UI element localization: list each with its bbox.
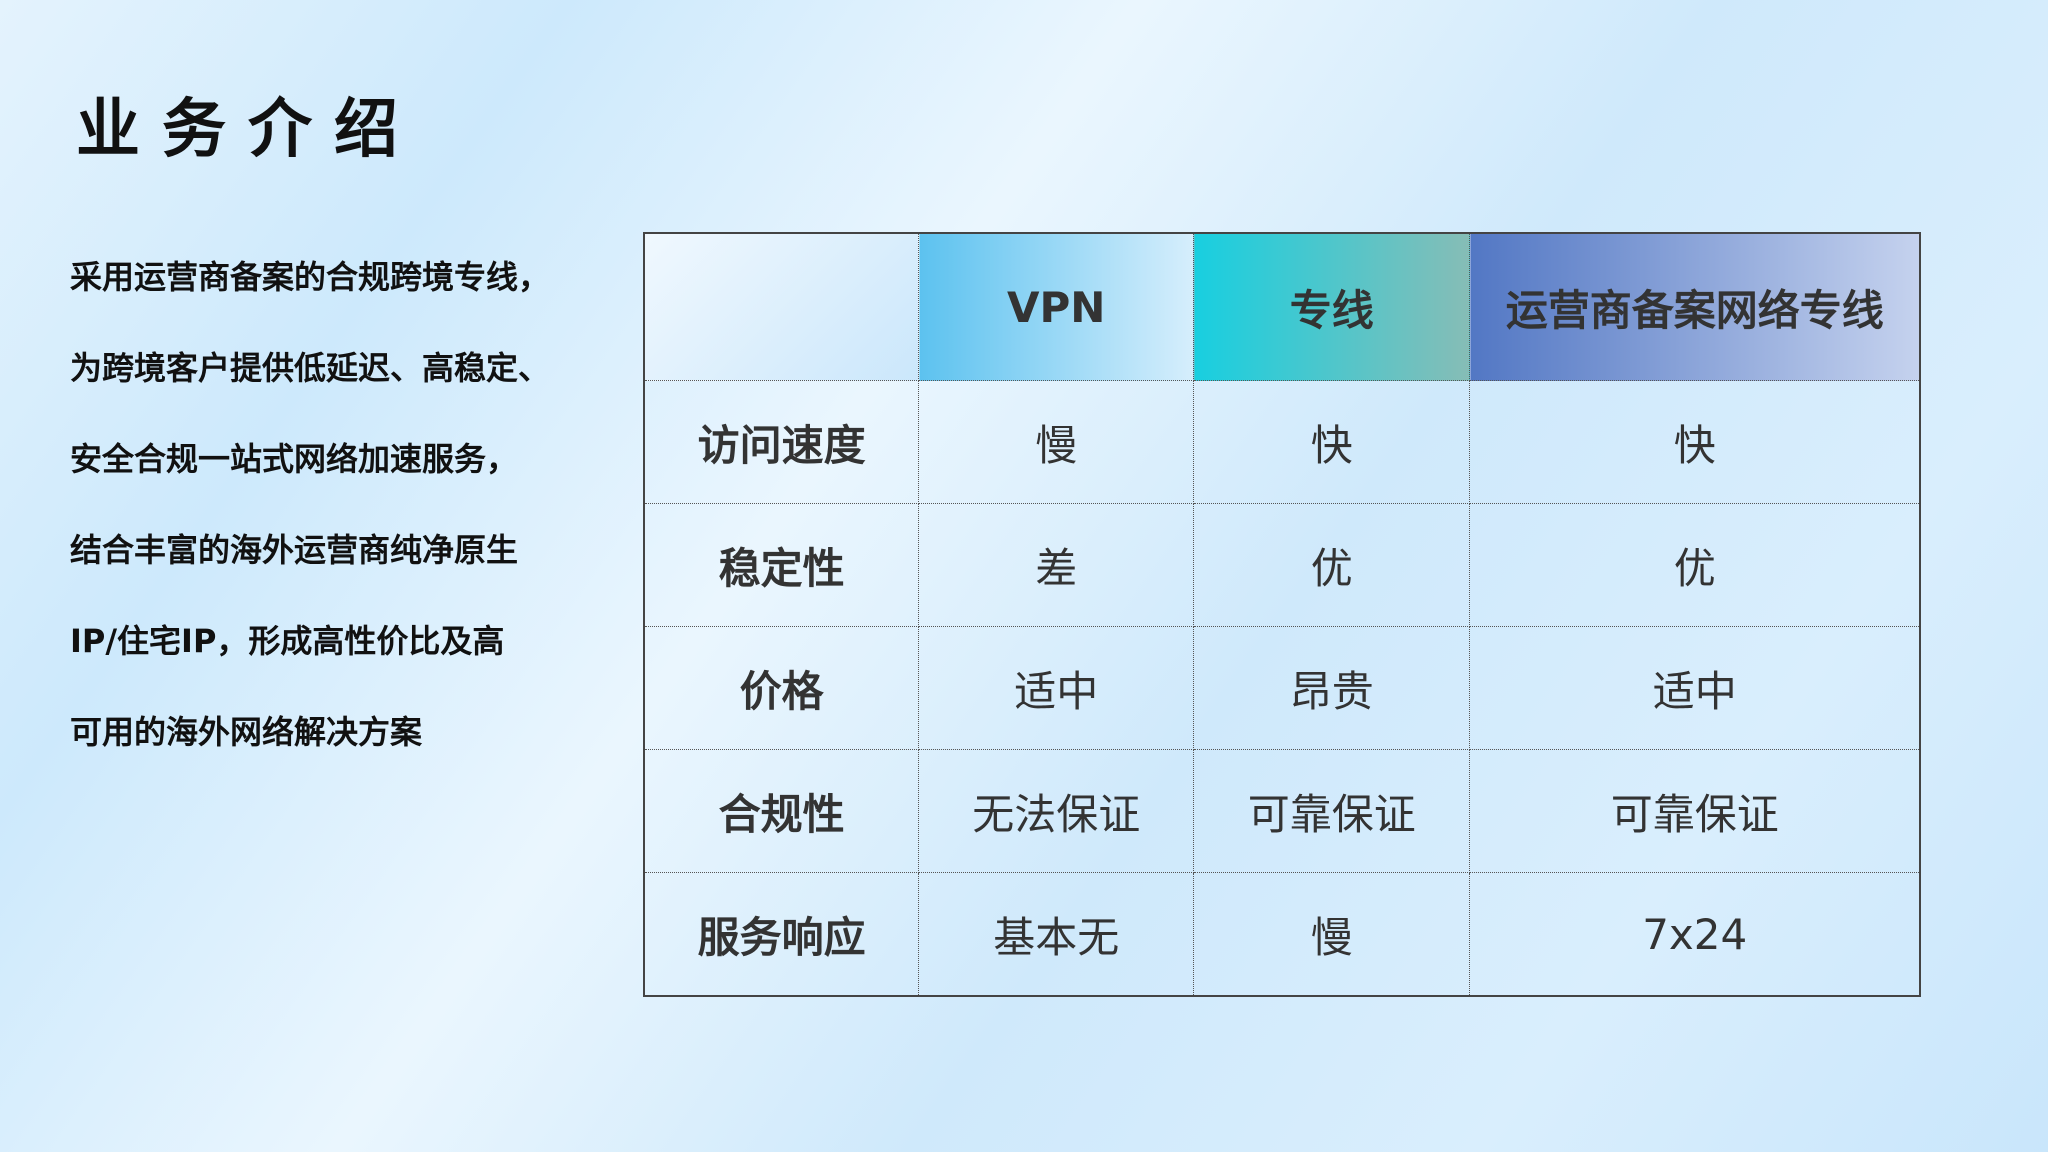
table-row: 价格 适中 昂贵 适中 [643, 626, 1921, 750]
intro-line: 安全合规一站式网络加速服务， [70, 440, 519, 478]
table-cell: 昂贵 [1193, 626, 1471, 750]
row-label: 合规性 [643, 749, 920, 873]
table-cell: 可靠保证 [1469, 749, 1921, 873]
header-vpn: VPN [918, 232, 1195, 381]
header-carrier-line: 运营商备案网络专线 [1469, 232, 1921, 381]
intro-paragraph: 采用运营商备案的合规跨境专线， 为跨境客户提供低延迟、高稳定、 安全合规一站式网… [70, 232, 610, 778]
table-cell: 7x24 [1469, 872, 1921, 997]
intro-line: 为跨境客户提供低延迟、高稳定、 [70, 349, 551, 387]
table-cell: 无法保证 [918, 749, 1195, 873]
table-cell: 慢 [1193, 872, 1471, 997]
row-label: 访问速度 [643, 380, 920, 504]
table-header-row: VPN 专线 运营商备案网络专线 [643, 232, 1921, 381]
intro-line: 结合丰富的海外运营商纯净原生 [70, 531, 519, 569]
table-cell: 基本无 [918, 872, 1195, 997]
header-empty [643, 232, 920, 381]
comparison-table: VPN 专线 运营商备案网络专线 访问速度慢快快稳定性差优优价格 适中 昂贵 适中 合规… [643, 232, 1921, 997]
table-cell: 优 [1469, 503, 1921, 627]
row-label: 价格 [643, 626, 920, 750]
intro-line: 可用的海外网络解决方案 [70, 713, 423, 751]
table-cell: 优 [1193, 503, 1471, 627]
header-dedicated-line: 专线 [1193, 232, 1471, 381]
page-title: 业务介绍 [76, 93, 420, 167]
intro-line: IP/住宅IP，形成高性价比及高 [70, 622, 505, 660]
table-cell: 适中 [1469, 626, 1921, 750]
table-row: 服务响应 基本无慢 7x24 [643, 872, 1921, 997]
intro-line: 采用运营商备案的合规跨境专线， [70, 258, 551, 296]
table-row: 稳定性差优优 [643, 503, 1921, 627]
row-label: 稳定性 [643, 503, 920, 627]
table-cell: 可靠保证 [1193, 749, 1471, 873]
table-cell: 快 [1469, 380, 1921, 504]
table-row: 访问速度慢快快 [643, 380, 1921, 504]
table-cell: 慢 [918, 380, 1195, 504]
row-label: 服务响应 [643, 872, 920, 997]
table-row: 合规性 无法保证 可靠保证 可靠保证 [643, 749, 1921, 873]
table-cell: 快 [1193, 380, 1471, 504]
table-cell: 差 [918, 503, 1195, 627]
table-cell: 适中 [918, 626, 1195, 750]
